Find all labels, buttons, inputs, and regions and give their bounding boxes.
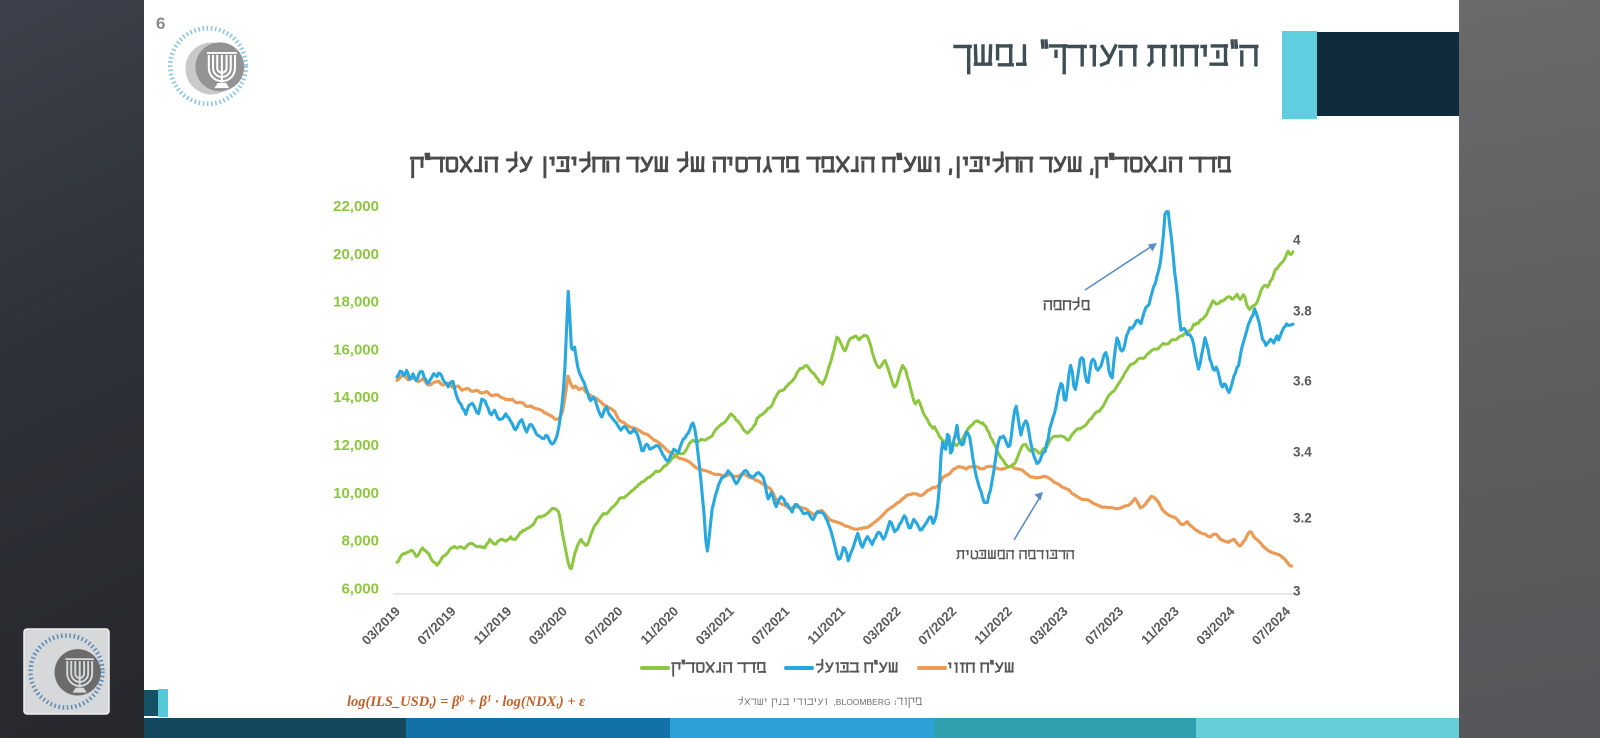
svg-text:10,000: 10,000	[333, 485, 379, 502]
svg-text:03/2023: 03/2023	[1026, 604, 1070, 648]
svg-text:07/2024: 07/2024	[1249, 603, 1294, 648]
svg-text:07/2019: 07/2019	[414, 604, 458, 648]
svg-text:11/2023: 11/2023	[1138, 604, 1182, 648]
svg-text:,BLOOMBERG: ,BLOOMBERG	[833, 697, 890, 707]
svg-text:12,000: 12,000	[333, 437, 379, 454]
svg-text:3.4: 3.4	[1293, 445, 1312, 460]
svg-text:11/2022: 11/2022	[971, 604, 1015, 648]
svg-text:20,000: 20,000	[333, 246, 379, 263]
svg-text:03/2020: 03/2020	[526, 604, 570, 648]
svg-text:03/2021: 03/2021	[693, 604, 737, 648]
svg-text:14,000: 14,000	[333, 389, 379, 406]
svg-text:3: 3	[1293, 584, 1301, 599]
svg-text:03/2019: 03/2019	[359, 604, 403, 648]
svg-text:4: 4	[1293, 233, 1301, 248]
svg-text:16,000: 16,000	[333, 341, 379, 358]
svg-text:07/2022: 07/2022	[915, 604, 959, 648]
svg-text:11/2021: 11/2021	[804, 604, 848, 648]
svg-text:03/2024: 03/2024	[1193, 603, 1238, 648]
svg-text:11/2020: 11/2020	[638, 604, 682, 648]
svg-text:07/2020: 07/2020	[581, 604, 625, 648]
svg-text:3.8: 3.8	[1293, 304, 1312, 319]
svg-text:11/2019: 11/2019	[471, 604, 515, 648]
svg-text:8,000: 8,000	[341, 533, 379, 550]
svg-text:03/2022: 03/2022	[860, 604, 904, 648]
svg-text:log(ILS_USDt) = β0 + β1 · log(: log(ILS_USDt) = β0 + β1 · log(NDXt) + ε	[347, 694, 585, 711]
svg-text:07/2023: 07/2023	[1082, 604, 1126, 648]
svg-text:3.2: 3.2	[1293, 511, 1312, 526]
svg-text:6,000: 6,000	[341, 580, 379, 597]
svg-text:3.6: 3.6	[1293, 374, 1312, 389]
svg-text:22,000: 22,000	[333, 198, 379, 215]
svg-text:07/2021: 07/2021	[748, 604, 792, 648]
svg-text:6: 6	[156, 14, 165, 33]
svg-text:18,000: 18,000	[333, 294, 379, 311]
